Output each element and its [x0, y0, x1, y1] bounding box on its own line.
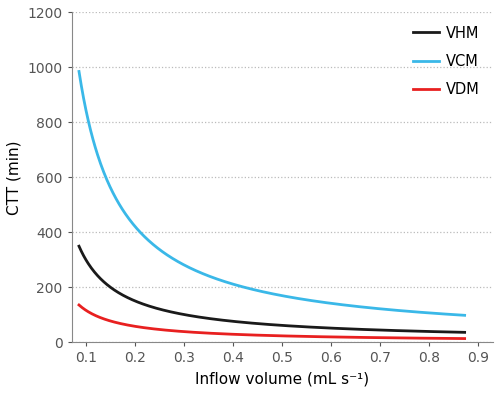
X-axis label: Inflow volume (mL s⁻¹): Inflow volume (mL s⁻¹)	[196, 371, 370, 386]
VCM	[306, 298, 312, 303]
Y-axis label: CTT (min): CTT (min)	[7, 140, 22, 215]
VCM	[259, 289, 265, 294]
VHM	[76, 244, 82, 248]
VDM	[259, 333, 265, 338]
Legend: VHM, VCM, VDM: VHM, VCM, VDM	[407, 20, 486, 103]
VHM	[284, 323, 290, 328]
Line: VCM: VCM	[79, 72, 464, 315]
VHM	[262, 322, 268, 327]
VHM	[462, 330, 468, 335]
VHM	[452, 330, 458, 334]
VDM	[452, 336, 458, 341]
VDM	[284, 334, 290, 338]
VDM	[262, 333, 268, 338]
VCM	[462, 313, 468, 318]
VDM	[76, 303, 82, 307]
VCM	[262, 290, 268, 294]
VDM	[392, 336, 398, 340]
VHM	[306, 325, 312, 329]
VCM	[452, 312, 458, 317]
VCM	[76, 69, 82, 74]
VHM	[259, 321, 265, 326]
VCM	[284, 294, 290, 299]
Line: VHM: VHM	[79, 246, 464, 332]
VHM	[392, 328, 398, 333]
VDM	[462, 336, 468, 341]
VDM	[306, 334, 312, 339]
VCM	[392, 308, 398, 312]
Line: VDM: VDM	[79, 305, 464, 339]
